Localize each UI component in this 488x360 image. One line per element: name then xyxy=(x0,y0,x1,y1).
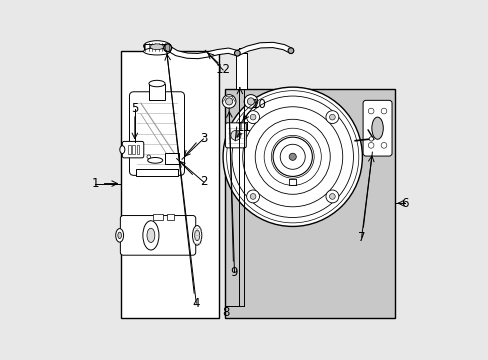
Text: 9: 9 xyxy=(230,266,238,279)
Text: 12: 12 xyxy=(215,63,230,76)
Ellipse shape xyxy=(234,50,240,56)
Circle shape xyxy=(325,111,338,123)
Ellipse shape xyxy=(230,130,241,140)
Ellipse shape xyxy=(143,48,170,55)
Ellipse shape xyxy=(120,146,124,154)
Ellipse shape xyxy=(147,155,150,158)
Ellipse shape xyxy=(150,44,163,50)
Ellipse shape xyxy=(222,95,235,108)
Bar xyxy=(135,168,178,176)
Bar xyxy=(166,214,174,220)
Circle shape xyxy=(380,108,386,114)
Text: 3: 3 xyxy=(199,132,207,145)
FancyBboxPatch shape xyxy=(129,92,184,175)
Circle shape xyxy=(280,144,305,169)
Circle shape xyxy=(329,114,335,120)
Circle shape xyxy=(367,143,373,148)
Circle shape xyxy=(246,111,259,123)
Ellipse shape xyxy=(149,80,164,87)
Bar xyxy=(128,145,131,154)
Text: 5: 5 xyxy=(131,102,138,115)
Circle shape xyxy=(246,190,259,203)
Text: 1: 1 xyxy=(91,177,99,190)
Circle shape xyxy=(325,190,338,203)
Bar xyxy=(224,89,394,318)
Circle shape xyxy=(250,194,255,199)
Ellipse shape xyxy=(142,221,159,250)
Circle shape xyxy=(368,137,373,141)
Bar xyxy=(149,84,164,100)
Circle shape xyxy=(380,143,386,148)
Ellipse shape xyxy=(287,48,293,54)
Circle shape xyxy=(367,108,373,114)
Circle shape xyxy=(250,114,255,120)
FancyBboxPatch shape xyxy=(225,123,246,148)
Text: 8: 8 xyxy=(222,306,229,319)
Bar xyxy=(143,44,170,51)
FancyBboxPatch shape xyxy=(120,216,195,255)
Text: 7: 7 xyxy=(357,231,365,244)
Ellipse shape xyxy=(192,226,202,245)
Text: 6: 6 xyxy=(401,197,408,210)
Circle shape xyxy=(223,87,362,226)
Bar xyxy=(121,51,219,318)
Ellipse shape xyxy=(371,117,383,139)
Ellipse shape xyxy=(225,98,232,105)
FancyBboxPatch shape xyxy=(122,141,143,158)
Circle shape xyxy=(329,194,335,199)
Ellipse shape xyxy=(147,228,155,243)
Ellipse shape xyxy=(163,44,171,52)
Bar xyxy=(165,153,179,164)
Ellipse shape xyxy=(194,230,199,241)
Bar xyxy=(236,53,246,89)
Circle shape xyxy=(288,153,296,160)
Text: 2: 2 xyxy=(199,175,207,188)
Bar xyxy=(152,214,163,220)
Ellipse shape xyxy=(247,98,254,105)
Text: 11: 11 xyxy=(236,121,251,134)
Text: 10: 10 xyxy=(251,99,266,112)
Text: 4: 4 xyxy=(192,297,200,310)
Ellipse shape xyxy=(118,232,121,239)
Circle shape xyxy=(272,137,312,176)
Bar xyxy=(136,145,139,154)
Bar xyxy=(132,145,135,154)
Ellipse shape xyxy=(244,95,257,108)
Ellipse shape xyxy=(143,41,170,51)
FancyBboxPatch shape xyxy=(363,100,391,156)
Ellipse shape xyxy=(116,229,123,242)
